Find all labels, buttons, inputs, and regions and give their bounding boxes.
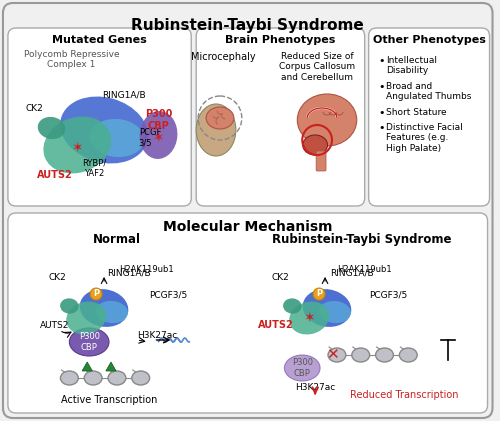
FancyBboxPatch shape [196,28,364,206]
Text: Molecular Mechanism: Molecular Mechanism [163,220,332,234]
Text: H3K27ac: H3K27ac [295,383,336,392]
Ellipse shape [376,348,394,362]
Text: RING1A/B: RING1A/B [102,91,146,99]
Text: ✶: ✶ [152,131,164,145]
Text: P: P [93,290,99,298]
Text: AUTS2: AUTS2 [40,320,69,330]
FancyBboxPatch shape [8,213,488,413]
Text: Reduced Size of
Corpus Callosum
and Cerebellum: Reduced Size of Corpus Callosum and Cere… [279,52,355,82]
Text: Mutated Genes: Mutated Genes [52,35,146,45]
Text: Active Transcription: Active Transcription [61,395,157,405]
Text: P300
CBP: P300 CBP [78,332,100,352]
Text: Short Stature: Short Stature [386,108,447,117]
Text: •: • [378,82,385,92]
Ellipse shape [319,301,351,323]
Text: H2AK119ub1: H2AK119ub1 [337,266,392,274]
Ellipse shape [38,117,66,139]
FancyBboxPatch shape [368,28,490,206]
Ellipse shape [303,289,352,327]
Circle shape [313,288,325,300]
Ellipse shape [283,298,302,314]
Text: ✶: ✶ [304,311,315,325]
Text: Normal: Normal [93,233,141,246]
Ellipse shape [44,117,111,173]
Ellipse shape [328,348,346,362]
Text: Brain Phenotypes: Brain Phenotypes [226,35,336,45]
FancyBboxPatch shape [316,151,326,171]
Text: RYBP/
YAF2: RYBP/ YAF2 [82,158,106,178]
Text: P300
CBP: P300 CBP [145,109,172,131]
Text: •: • [378,56,385,66]
Ellipse shape [60,96,148,163]
Ellipse shape [108,371,126,385]
Text: CK2: CK2 [26,104,44,112]
Text: H2AK119ub1: H2AK119ub1 [119,266,174,274]
Text: Distinctive Facial
Features (e.g.
High Palate): Distinctive Facial Features (e.g. High P… [386,123,463,153]
Text: P300
CBP: P300 CBP [292,358,312,378]
Ellipse shape [302,135,328,155]
Ellipse shape [400,348,417,362]
FancyBboxPatch shape [8,28,192,206]
Text: •: • [378,123,385,133]
Ellipse shape [96,301,128,323]
Text: Intellectual
Disability: Intellectual Disability [386,56,438,75]
Ellipse shape [140,111,177,159]
Ellipse shape [70,328,109,356]
Text: Microcephaly: Microcephaly [190,52,256,62]
Text: Rubinstein-Taybi Syndrome: Rubinstein-Taybi Syndrome [272,233,452,246]
Ellipse shape [60,298,78,314]
Text: RING1A/B: RING1A/B [330,269,374,277]
Text: RING1A/B: RING1A/B [107,269,150,277]
Text: Polycomb Repressive
Complex 1: Polycomb Repressive Complex 1 [24,50,119,69]
Text: AUTS2: AUTS2 [36,170,72,180]
Ellipse shape [90,119,144,157]
Ellipse shape [206,107,234,129]
Ellipse shape [66,301,106,334]
Ellipse shape [352,348,370,362]
Ellipse shape [132,371,150,385]
Text: ✶: ✶ [72,141,83,155]
Text: Reduced Transcription: Reduced Transcription [350,390,459,400]
Ellipse shape [196,104,236,156]
Ellipse shape [84,371,102,385]
Text: •: • [378,108,385,118]
Text: AUTS2: AUTS2 [258,320,294,330]
Text: ✕: ✕ [326,347,338,362]
Text: P: P [316,290,322,298]
Text: Other Phenotypes: Other Phenotypes [372,35,486,45]
Ellipse shape [289,301,329,334]
Text: Broad and
Angulated Thumbs: Broad and Angulated Thumbs [386,82,472,101]
Text: PCGF
3/5: PCGF 3/5 [138,128,161,148]
Text: Rubinstein-Taybi Syndrome: Rubinstein-Taybi Syndrome [132,18,364,33]
Text: H3K27ac: H3K27ac [137,330,177,339]
Text: CK2: CK2 [48,274,66,282]
Ellipse shape [284,355,320,381]
Text: PCGF3/5: PCGF3/5 [368,290,407,299]
Ellipse shape [298,94,357,146]
Text: PCGF3/5: PCGF3/5 [148,290,187,299]
Ellipse shape [80,289,128,327]
Text: CK2: CK2 [272,274,289,282]
FancyBboxPatch shape [3,3,492,418]
Circle shape [90,288,102,300]
Ellipse shape [60,371,78,385]
